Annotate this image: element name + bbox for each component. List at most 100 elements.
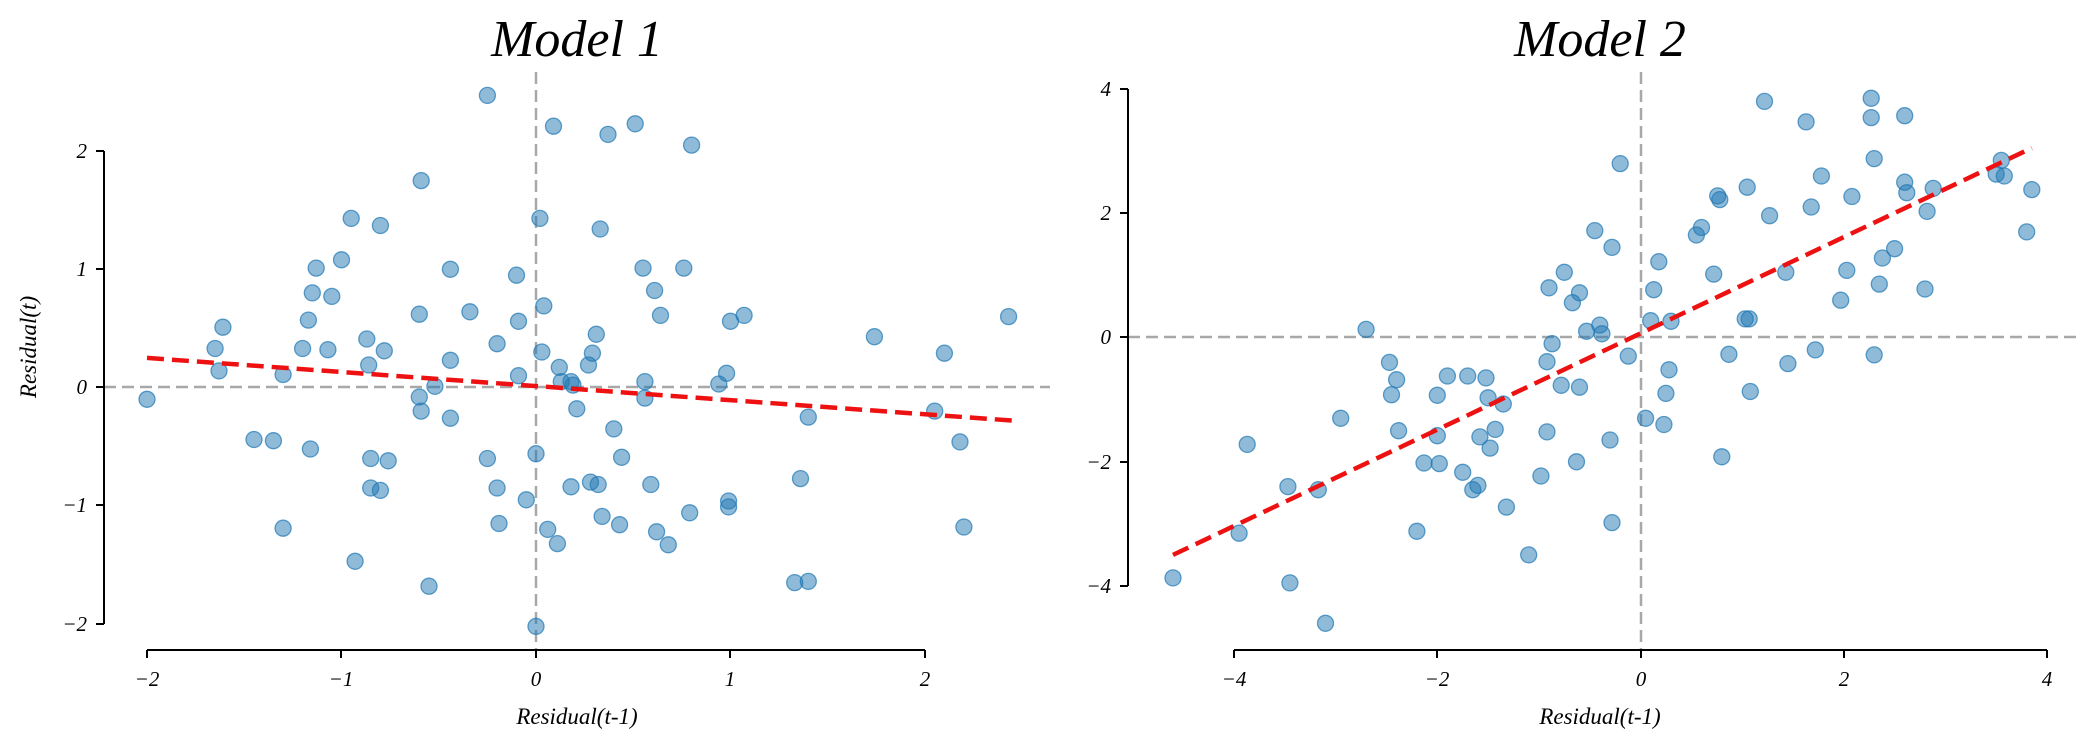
panel-1-data-point: [274, 519, 292, 537]
panel-2-data-point: [1387, 371, 1406, 389]
panel-1-ytick-label: 0: [77, 375, 88, 399]
panel-1-data-point: [138, 390, 156, 408]
panel-1-data-point: [478, 86, 497, 105]
panel-1-data-point: [535, 297, 553, 315]
panel-2-data-point: [1692, 218, 1711, 237]
panel-1-data-point: [735, 306, 753, 325]
panel-1-data-point: [358, 330, 376, 348]
panel-2-data-point: [1843, 187, 1861, 206]
panel-1-data-point: [346, 552, 364, 570]
panel-1-data-point: [478, 449, 497, 468]
panel-2-data-point: [1428, 386, 1446, 404]
panel-1-data-point: [441, 260, 460, 278]
panel-2-data-point: [1740, 310, 1758, 328]
panel-1-data-point: [799, 572, 817, 591]
panel-2-data-point: [1357, 320, 1375, 339]
panel-2-data-point: [1601, 431, 1619, 449]
panel-1-data-point: [488, 335, 506, 353]
panel-2-data-point: [1486, 420, 1504, 439]
panel-2-ytick-label: 0: [1101, 325, 1112, 349]
panel-2-ytick-label: 2: [1101, 201, 1112, 225]
panel-2-data-point: [1520, 546, 1538, 564]
panel-2-data-point: [1806, 341, 1824, 359]
panel-2-data-point: [1720, 345, 1738, 363]
panel-1-data-point: [589, 475, 607, 494]
panel-1-data-point: [544, 117, 563, 135]
panel-1-data-point: [999, 307, 1018, 326]
panel-1-data-point: [371, 481, 390, 500]
panel-2-data-point: [1164, 569, 1182, 587]
panel-2-data-point: [1570, 284, 1589, 302]
panel-2-fit-line: [1172, 145, 2033, 557]
panel-2-data-point: [1380, 353, 1399, 372]
panel-1-ytick-label: −2: [62, 612, 87, 636]
panel-2-data-point: [1916, 280, 1934, 298]
panel-1-ref-lines: [104, 72, 1050, 650]
panel-1-data-point: [332, 251, 351, 269]
panel-2-data-point: [1408, 522, 1426, 540]
panel-2-data-point: [1870, 275, 1888, 293]
panel-1-data-point: [717, 364, 736, 382]
panel-2-data-point: [1660, 361, 1678, 379]
panel-1-x-axis: −2 −1 0 1 2 Residual(t-1): [135, 649, 931, 729]
panel-2-data-point: [1873, 249, 1892, 267]
panel-2-data-point: [1481, 439, 1499, 457]
panel-2-data-point: [1738, 178, 1756, 196]
panel-1-data-point: [591, 220, 609, 238]
panel-model-2: Model 2 4 2 0 −2 −4 −4 −2: [1086, 11, 2080, 729]
panel-2-data-point: [1865, 149, 1883, 168]
panel-2-data-point: [1603, 513, 1621, 532]
panel-1-data-point: [651, 306, 670, 325]
panel-2-data-point: [1471, 428, 1489, 446]
panel-2-data-point: [1657, 384, 1675, 403]
panel-1-data-point: [206, 339, 224, 358]
panel-1-data-point: [865, 328, 884, 346]
panel-2-data-point: [1603, 238, 1621, 257]
panel-2-data-point: [1711, 190, 1729, 209]
panel-2-data-point: [1540, 279, 1558, 297]
panel-2-data-point: [1832, 291, 1850, 309]
panel-1-data-point: [517, 491, 535, 509]
panel-1-data-point: [509, 312, 528, 330]
panel-2-data-point: [1279, 477, 1297, 496]
panel-2-data-point: [1619, 347, 1637, 365]
panel-model-1: Model 1 2 1 0 −1 −2 Residual(t): [16, 11, 1050, 729]
panel-1-data-point: [441, 351, 460, 369]
panel-1-data-point: [599, 125, 617, 144]
panel-2-data-point: [1230, 524, 1248, 542]
panel-1-xtick-label: 0: [531, 667, 542, 691]
panel-1-data-point: [303, 284, 321, 302]
panel-1-data-point: [791, 469, 810, 488]
panel-1-data-point: [605, 420, 623, 438]
panel-2-xtick-label: 0: [1636, 667, 1647, 691]
panel-1-data-point: [490, 514, 508, 533]
panel-1-data-point: [799, 408, 817, 426]
panel-2-data-point: [1885, 240, 1904, 258]
panel-2-data-point: [1538, 353, 1556, 371]
panel-1-data-point: [412, 171, 430, 190]
panel-1-data-point: [562, 478, 580, 496]
panel-2-data-point: [1238, 435, 1256, 454]
panel-1-data-point: [527, 617, 545, 636]
panel-2-data-point: [1389, 422, 1408, 440]
panel-1-data-point: [299, 311, 318, 329]
panel-2-data-point: [1567, 453, 1586, 471]
panel-2-data-point: [2018, 223, 2036, 241]
panel-2-ref-lines: [1128, 72, 2080, 650]
panel-1-ytick-label: 1: [77, 257, 88, 281]
panel-1-data-point: [531, 209, 549, 228]
panel-2-data-point: [1802, 198, 1820, 216]
panel-2-data-point: [1430, 454, 1448, 473]
panel-1-x-axis-label: Residual(t-1): [515, 704, 637, 729]
panel-2-data-point: [1812, 167, 1831, 185]
panel-1-title: Model 1: [490, 11, 663, 68]
panel-2-data-point: [1645, 281, 1663, 299]
panel-2-ytick-label: −2: [1086, 450, 1111, 474]
panel-2-xtick-label: 2: [1839, 667, 1850, 691]
panel-2-data-point: [1713, 448, 1731, 466]
panel-1-data-point: [642, 475, 660, 494]
panel-1-data-point: [420, 577, 438, 595]
panel-2-data-point: [1741, 382, 1759, 401]
panel-1-y-axis: 2 1 0 −1 −2 Residual(t): [16, 139, 105, 636]
panel-1-data-point: [583, 344, 602, 362]
